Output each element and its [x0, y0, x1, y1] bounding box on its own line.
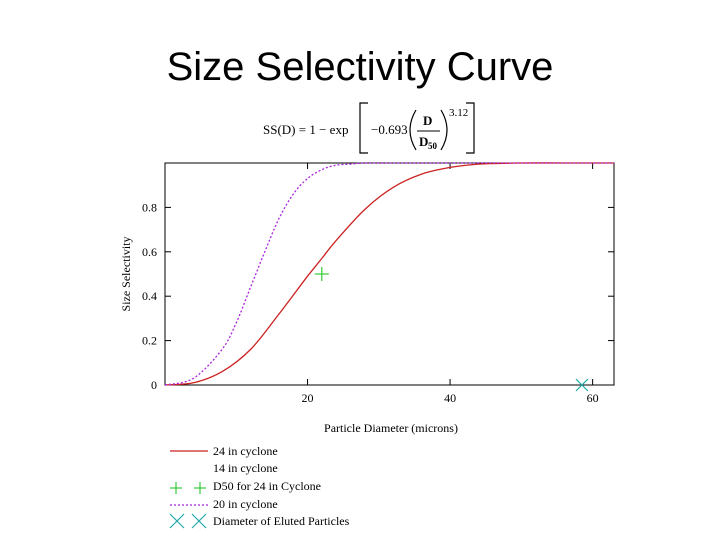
- legend-label-24in: 24 in cyclone: [213, 444, 278, 458]
- legend-item-20in: 20 in cyclone: [170, 497, 278, 511]
- legend-label-14in: 14 in cyclone: [213, 461, 278, 475]
- legend-item-d50: D50 for 24 in Cyclone: [170, 479, 321, 494]
- x-tick-label: 20: [302, 391, 314, 405]
- page-title: Size Selectivity Curve: [166, 45, 554, 89]
- series-line-3: [164, 162, 614, 386]
- series-marker-2: [314, 267, 329, 281]
- series-marker-4: [575, 378, 589, 392]
- legend: 24 in cyclone 14 in cyclone D50 for 24 i…: [169, 444, 350, 529]
- formula: SS(D) = 1 − exp −0.693 D D 50 3.12: [263, 102, 475, 154]
- legend-label-20in: 20 in cyclone: [213, 497, 278, 511]
- legend-label-d50: D50 for 24 in Cyclone: [213, 479, 321, 493]
- formula-numerator: D: [423, 113, 432, 128]
- x-tick-label: 60: [587, 391, 599, 405]
- formula-denominator: D: [419, 134, 428, 149]
- legend-swatch-eluted: [169, 513, 207, 529]
- legend-label-eluted: Diameter of Eluted Particles: [213, 514, 350, 528]
- legend-item-eluted: Diameter of Eluted Particles: [169, 513, 350, 529]
- legend-item-14in: 14 in cyclone: [213, 461, 278, 475]
- y-tick-label: 0: [151, 378, 157, 392]
- axis-tick-labels: 20 40 60 0 0.2 0.4 0.6 0.8: [142, 200, 599, 405]
- axis-ticks: [165, 163, 614, 386]
- y-tick-label: 0.8: [142, 200, 157, 214]
- y-tick-label: 0.4: [142, 289, 157, 303]
- formula-left-paren: [409, 109, 417, 151]
- formula-right-bracket: [466, 102, 475, 154]
- legend-swatch-d50: [170, 482, 206, 494]
- y-tick-label: 0.6: [142, 245, 157, 259]
- legend-item-24in: 24 in cyclone: [170, 444, 278, 458]
- formula-lhs: SS(D) = 1 − exp: [263, 122, 348, 137]
- formula-right-paren: [440, 109, 448, 151]
- y-tick-label: 0.2: [142, 334, 157, 348]
- x-axis-label: Particle Diameter (microns): [324, 421, 458, 435]
- series-layer: [164, 162, 614, 392]
- formula-denominator-subscript: 50: [428, 141, 438, 151]
- plot-frame: [164, 162, 615, 386]
- formula-coef: −0.693: [371, 122, 408, 137]
- series-line-0: [164, 162, 614, 386]
- formula-left-bracket: [359, 102, 368, 154]
- formula-exponent: 3.12: [449, 107, 468, 119]
- x-tick-label: 40: [444, 391, 456, 405]
- y-axis-label: Size Selectivity: [119, 237, 133, 312]
